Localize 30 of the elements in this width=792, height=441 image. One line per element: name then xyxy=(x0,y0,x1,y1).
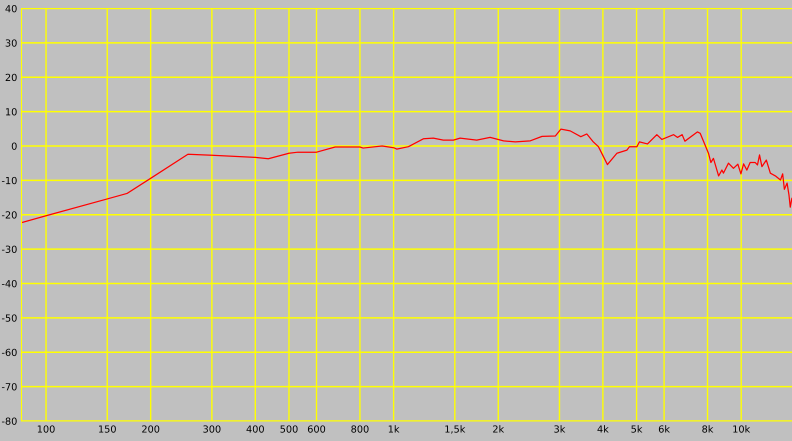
y-tick-label: -70 xyxy=(2,383,17,390)
y-tick-label: 20 xyxy=(6,74,17,82)
x-tick-label: 500 xyxy=(280,425,298,433)
x-tick-label: 600 xyxy=(308,425,326,433)
y-tick-label: -10 xyxy=(2,176,17,184)
x-tick-label: 2k xyxy=(493,425,504,433)
x-tick-label: 8k xyxy=(702,425,714,433)
y-tick-label: 0 xyxy=(12,142,17,150)
x-tick-label: 5k xyxy=(631,425,642,433)
y-tick-label: 40 xyxy=(5,4,17,12)
x-tick-label: 10k xyxy=(733,425,750,433)
y-tick-label: -80 xyxy=(2,417,17,425)
x-tick-label: 400 xyxy=(246,425,264,433)
x-tick-label: 3k xyxy=(554,425,566,433)
x-tick-label: 200 xyxy=(142,425,160,433)
x-tick-label: 100 xyxy=(38,425,55,433)
y-tick-label: -20 xyxy=(2,211,17,219)
x-tick-label: 4k xyxy=(597,425,609,433)
x-tick-label: 300 xyxy=(203,425,221,433)
y-tick-label: -30 xyxy=(2,246,17,253)
x-tick-label: 6k xyxy=(658,425,670,433)
x-tick-label: 1,5k xyxy=(445,425,466,434)
y-tick-label: -50 xyxy=(2,314,17,322)
y-tick-label: -40 xyxy=(2,280,17,288)
x-tick-label: 800 xyxy=(351,425,369,433)
y-tick-label: -60 xyxy=(2,348,17,356)
y-tick-label: 10 xyxy=(6,108,17,116)
x-tick-label: 1k xyxy=(388,425,400,433)
x-tick-label: 150 xyxy=(99,425,116,433)
y-tick-label: 30 xyxy=(6,39,17,47)
